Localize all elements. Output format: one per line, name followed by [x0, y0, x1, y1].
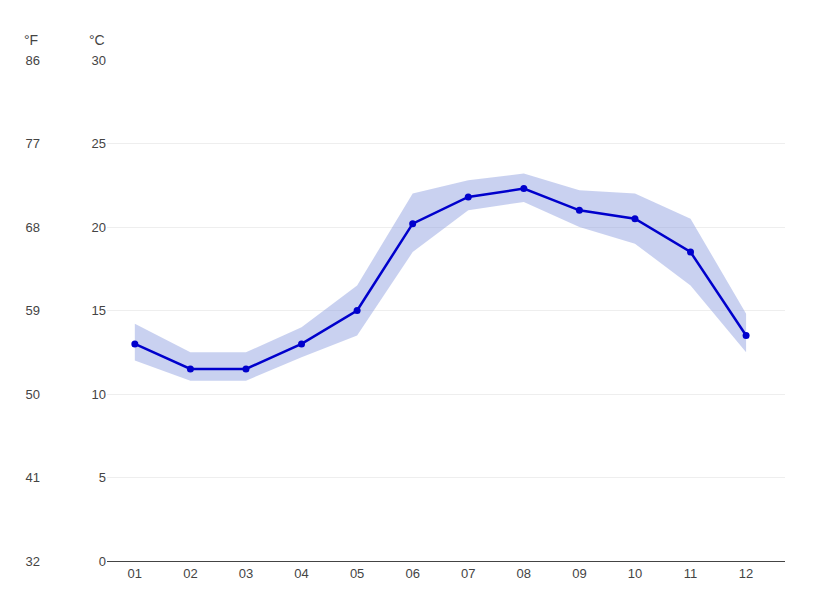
svg-text:5: 5	[99, 470, 106, 485]
svg-text:°F: °F	[24, 32, 38, 48]
svg-text:20: 20	[92, 220, 106, 235]
svg-text:0: 0	[99, 554, 106, 569]
svg-text:50: 50	[26, 387, 40, 402]
svg-text:10: 10	[92, 387, 106, 402]
svg-text:06: 06	[405, 566, 419, 581]
svg-text:°C: °C	[89, 32, 105, 48]
svg-text:10: 10	[628, 566, 642, 581]
svg-text:59: 59	[26, 303, 40, 318]
svg-text:01: 01	[128, 566, 142, 581]
svg-text:08: 08	[517, 566, 531, 581]
svg-text:04: 04	[294, 566, 308, 581]
svg-text:02: 02	[183, 566, 197, 581]
svg-text:05: 05	[350, 566, 364, 581]
svg-text:12: 12	[739, 566, 753, 581]
svg-text:25: 25	[92, 136, 106, 151]
svg-text:09: 09	[572, 566, 586, 581]
svg-text:32: 32	[26, 554, 40, 569]
svg-text:86: 86	[26, 53, 40, 68]
svg-text:77: 77	[26, 136, 40, 151]
svg-text:15: 15	[92, 303, 106, 318]
svg-text:68: 68	[26, 220, 40, 235]
svg-text:11: 11	[684, 566, 698, 581]
svg-text:07: 07	[461, 566, 475, 581]
svg-text:30: 30	[92, 53, 106, 68]
svg-text:41: 41	[26, 470, 40, 485]
svg-text:03: 03	[239, 566, 253, 581]
